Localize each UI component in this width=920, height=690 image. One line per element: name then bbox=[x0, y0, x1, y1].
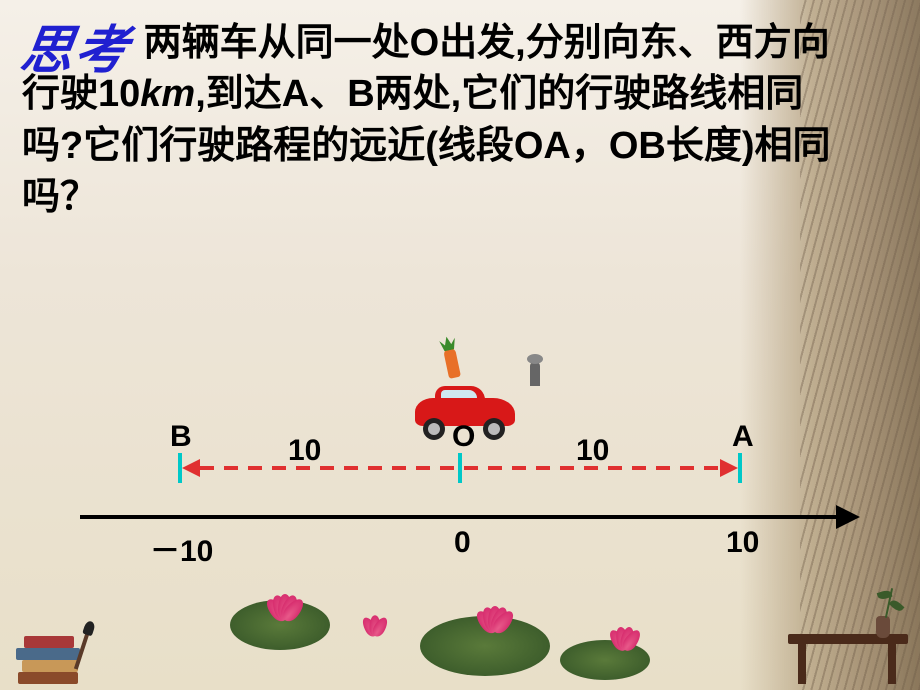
label-minus10: －10 bbox=[150, 526, 213, 570]
lotus-flower-icon bbox=[355, 604, 395, 636]
distance-ob: 10 bbox=[288, 434, 321, 468]
tick-o bbox=[458, 453, 462, 483]
dash-arrow-left-icon bbox=[182, 459, 200, 477]
lotus-flower-icon bbox=[260, 580, 310, 620]
tick-a bbox=[738, 453, 742, 483]
carrot-icon bbox=[443, 347, 461, 379]
books-icon bbox=[10, 624, 120, 684]
vase-icon bbox=[876, 616, 890, 638]
label-o: O bbox=[452, 420, 475, 454]
lamp-icon bbox=[530, 362, 540, 386]
desk-icon bbox=[788, 616, 908, 686]
dash-segment-ob bbox=[200, 466, 456, 470]
dash-arrow-right-icon bbox=[720, 459, 738, 477]
number-line-axis bbox=[80, 515, 840, 519]
label-ten: 10 bbox=[726, 526, 759, 560]
lotus-flower-icon bbox=[603, 614, 648, 650]
question-text: 两辆车从同一处O出发,分别向东、西方向行驶10km,到达A、B两处,它们的行驶路… bbox=[22, 18, 852, 223]
label-a: A bbox=[732, 420, 754, 454]
axis-arrow-icon bbox=[836, 505, 860, 529]
label-b: B bbox=[170, 420, 192, 454]
lotus-flower-icon bbox=[470, 592, 520, 632]
distance-oa: 10 bbox=[576, 434, 609, 468]
label-zero: 0 bbox=[454, 526, 471, 560]
question-km: km bbox=[140, 73, 195, 115]
